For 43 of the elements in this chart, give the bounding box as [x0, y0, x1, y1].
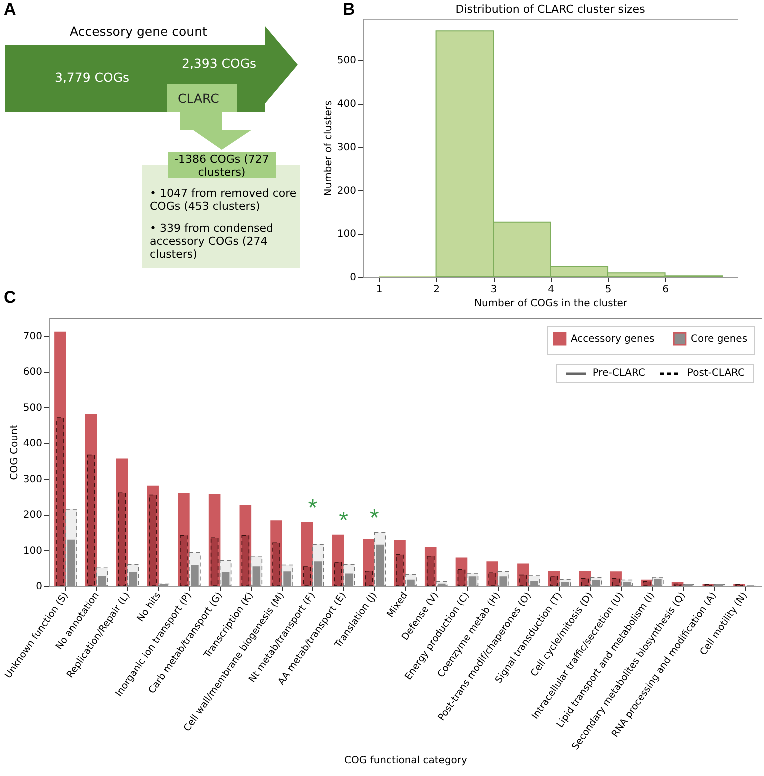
x-tick-label: 5 [605, 284, 612, 296]
y-tick-label: 600 [23, 367, 42, 378]
y-tick-label: 400 [337, 99, 356, 110]
legend-box: Pre-CLARC Post-CLARC [556, 364, 754, 383]
text: Accessory gene count [70, 24, 208, 39]
y-tick-label: 0 [350, 272, 356, 284]
legend-label: Core genes [691, 334, 748, 346]
y-tick-label: 300 [337, 142, 356, 154]
annotation: Post-CLARC [687, 368, 745, 379]
annotation: * [339, 507, 348, 534]
annotation: * [370, 504, 380, 532]
text: 3,779 COGs [55, 70, 130, 85]
x-tick-label: 4 [548, 284, 554, 296]
y-tick-label: 200 [337, 186, 356, 197]
text: C [4, 288, 16, 308]
annotation: * [308, 494, 318, 522]
x-tick-label: 6 [662, 284, 669, 296]
y-axis-title: Number of clusters [323, 100, 334, 196]
legend-label: Accessory genes [571, 334, 655, 346]
x-tick-label: 3 [490, 284, 498, 296]
y-tick-label: 100 [23, 546, 42, 557]
y-tick-label: 500 [23, 402, 42, 414]
y-axis-title: COG Count [9, 424, 20, 480]
text: • 1047 from removed core COGs (453 clusters) [150, 187, 298, 213]
x-tick-label: 1 [376, 284, 383, 296]
y-tick-label: 700 [23, 331, 42, 342]
y-tick-label: 0 [36, 582, 42, 592]
text: -1386 COGs (727 clusters) [168, 153, 276, 179]
annotation: Pre-CLARC [592, 368, 646, 379]
x-axis-title: Number of COGs in the cluster [474, 298, 628, 310]
chart-title: Distribution of CLARC cluster sizes [456, 3, 646, 16]
y-tick-label: 100 [337, 229, 356, 240]
y-tick-label: 200 [23, 510, 42, 522]
text: B [343, 0, 356, 20]
text: • 339 from condensed accessory COGs (274 clusters) [150, 222, 275, 261]
x-tick-label: 2 [434, 284, 440, 296]
text: 2,393 COGs [182, 56, 257, 71]
y-tick-label: 400 [23, 438, 42, 450]
y-tick-label: 500 [337, 56, 356, 67]
x-axis-title: COG functional category [344, 756, 468, 767]
y-tick-label: 300 [23, 474, 42, 486]
text: CLARC [178, 91, 220, 106]
text: A [4, 0, 16, 20]
